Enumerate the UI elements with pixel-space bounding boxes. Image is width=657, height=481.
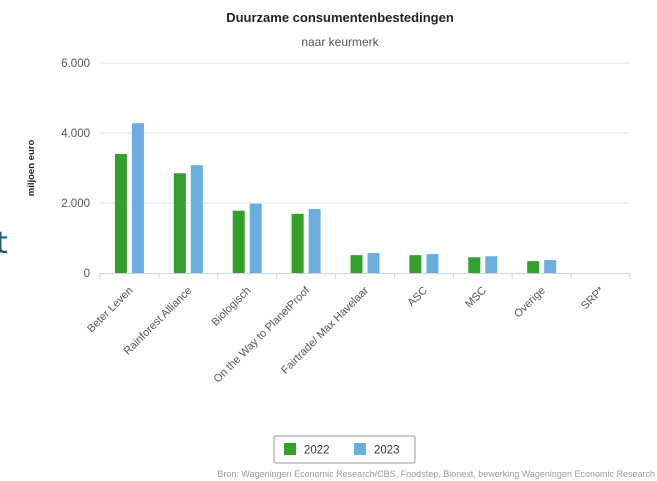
chart-subtitle: naar keurmerk (301, 35, 379, 49)
x-tick-label: Overige (512, 285, 548, 321)
x-tick-label: On the Way to PlanetProof (212, 284, 313, 385)
chart-title: Duurzame consumentenbestedingen (226, 10, 454, 25)
y-tick-label: 0 (84, 268, 90, 280)
y-tick-label: 4.000 (61, 128, 90, 140)
x-tick-label: Biologisch (209, 285, 253, 329)
bar-2023 (308, 208, 321, 273)
bar-2023 (190, 165, 203, 273)
bar-2023 (485, 256, 498, 273)
x-tick-label: MSC (463, 285, 489, 311)
bar-2022 (409, 255, 422, 273)
bar-2023 (426, 254, 439, 273)
bar-2022 (232, 210, 245, 273)
bar-2023 (544, 260, 557, 273)
y-tick-label: 2.000 (61, 198, 90, 210)
bar-2022 (173, 173, 186, 273)
legend-label: 2023 (374, 445, 400, 457)
bars (114, 123, 557, 273)
legend-swatch-2023 (354, 443, 366, 455)
legend-swatch-2022 (284, 443, 296, 455)
y-axis-title: miljoen euro (26, 140, 37, 197)
legend-label: 2022 (304, 445, 330, 457)
bar-2022 (527, 261, 540, 273)
bar-2022 (114, 154, 127, 273)
bar-2023 (249, 203, 262, 273)
legend: 2022 2023 (273, 435, 416, 464)
legend-box (273, 435, 416, 464)
source-note: Bron: Wageningen Economic Research/CBS, … (217, 469, 655, 479)
gridlines (100, 62, 630, 204)
bar-2023 (367, 253, 380, 273)
bar-2022 (291, 213, 304, 273)
cropped-edge-letter: t (0, 226, 8, 261)
x-tick-label: SRP* (579, 284, 607, 312)
x-tick-label: Beter Leven (85, 285, 135, 335)
y-axis-ticks: 0 2.000 4.000 6.000 (61, 58, 90, 280)
bar-2022 (468, 257, 481, 273)
bar-2023 (131, 123, 144, 273)
bar-2022 (350, 255, 363, 273)
x-tick-label: ASC (406, 285, 431, 310)
y-tick-label: 6.000 (61, 58, 90, 70)
